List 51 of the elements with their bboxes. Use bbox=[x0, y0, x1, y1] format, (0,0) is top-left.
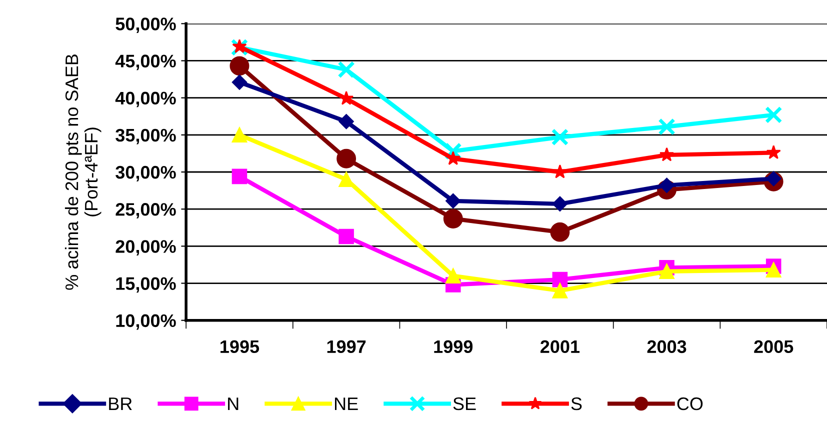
point bbox=[552, 164, 568, 178]
legend-label: SE bbox=[453, 397, 476, 410]
point bbox=[766, 145, 781, 160]
point bbox=[551, 128, 569, 146]
point bbox=[336, 148, 356, 168]
point bbox=[230, 38, 248, 56]
point bbox=[230, 56, 250, 76]
point bbox=[339, 90, 354, 105]
y-tick-label: 30,00% bbox=[116, 166, 176, 182]
point bbox=[659, 264, 674, 280]
point bbox=[550, 222, 570, 242]
x-tick-label: 2001 bbox=[540, 340, 580, 354]
x-tick-label: 1997 bbox=[327, 340, 366, 354]
y-axis-title: % acima de 200 pts no SAEB (Port-4ªEF) bbox=[64, 54, 102, 290]
x-tick-label: 1995 bbox=[220, 340, 260, 354]
y-tick-label: 45,00% bbox=[115, 54, 176, 70]
legend-label: NE bbox=[335, 398, 358, 410]
y-tick-label: 10,00% bbox=[116, 314, 176, 330]
point bbox=[552, 196, 568, 212]
y-tick-label: 40,00% bbox=[115, 92, 176, 108]
point bbox=[552, 283, 568, 298]
y-tick-label: 15,00% bbox=[116, 277, 176, 293]
point bbox=[446, 151, 460, 165]
x-tick-label: 2003 bbox=[647, 340, 686, 354]
point bbox=[338, 228, 354, 244]
point bbox=[338, 60, 355, 78]
point bbox=[764, 106, 782, 124]
point bbox=[232, 168, 248, 184]
legend-label: N bbox=[228, 398, 238, 410]
y-tick-label: 25,00% bbox=[116, 203, 176, 218]
point bbox=[659, 147, 674, 162]
x-tick-label: 2005 bbox=[754, 340, 794, 354]
legend-label: CO bbox=[677, 397, 703, 410]
point bbox=[338, 114, 354, 130]
legend-label: S bbox=[571, 397, 582, 410]
point bbox=[232, 39, 247, 53]
point bbox=[232, 127, 248, 143]
point bbox=[766, 262, 782, 278]
point bbox=[446, 193, 461, 208]
point bbox=[658, 118, 676, 136]
point bbox=[443, 209, 463, 228]
point bbox=[552, 272, 568, 288]
x-tick-label: 1999 bbox=[434, 340, 473, 354]
y-tick-label: 20,00% bbox=[116, 240, 176, 256]
y-tick-label: 50,00% bbox=[116, 18, 176, 33]
point bbox=[444, 142, 462, 160]
point bbox=[232, 74, 248, 90]
y-tick-label: 35,00% bbox=[116, 128, 176, 144]
point bbox=[445, 268, 461, 284]
point bbox=[338, 172, 354, 188]
legend-label: BR bbox=[109, 398, 132, 410]
